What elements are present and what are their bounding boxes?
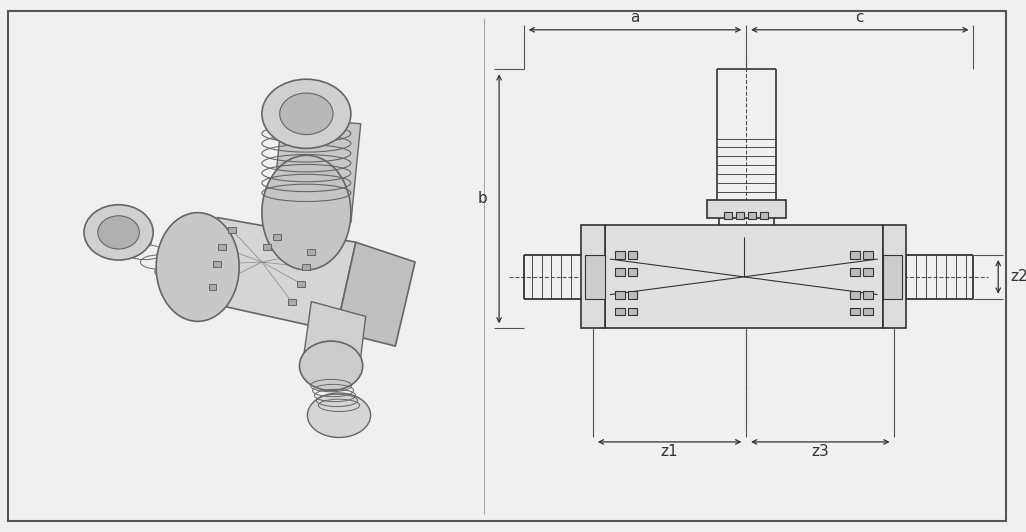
Ellipse shape xyxy=(262,155,351,270)
Polygon shape xyxy=(337,242,416,346)
Polygon shape xyxy=(202,218,356,331)
Bar xyxy=(213,261,222,267)
Bar xyxy=(298,281,306,287)
Bar xyxy=(850,268,860,276)
Bar xyxy=(615,307,625,315)
Bar xyxy=(760,212,767,219)
Bar xyxy=(219,244,227,250)
Bar xyxy=(863,290,873,298)
Bar xyxy=(229,228,236,234)
Ellipse shape xyxy=(97,216,140,249)
Bar xyxy=(273,235,281,240)
Bar xyxy=(615,290,625,298)
Ellipse shape xyxy=(156,213,239,321)
Bar xyxy=(605,226,882,328)
Bar xyxy=(850,251,860,259)
Bar xyxy=(615,251,625,259)
Bar xyxy=(882,255,902,298)
Ellipse shape xyxy=(308,393,370,437)
Ellipse shape xyxy=(280,93,333,135)
Bar xyxy=(303,264,310,270)
Text: c: c xyxy=(856,11,864,26)
Bar xyxy=(707,200,786,218)
Bar xyxy=(863,307,873,315)
Ellipse shape xyxy=(262,79,351,148)
Bar xyxy=(863,268,873,276)
Bar xyxy=(748,212,756,219)
Bar xyxy=(581,226,605,328)
Text: z2: z2 xyxy=(1010,269,1026,285)
Ellipse shape xyxy=(300,341,363,390)
Bar xyxy=(628,251,637,259)
Text: z1: z1 xyxy=(661,444,678,459)
Bar xyxy=(850,307,860,315)
Bar xyxy=(628,307,637,315)
Bar xyxy=(308,249,315,255)
Bar xyxy=(737,212,744,219)
Bar xyxy=(850,290,860,298)
Bar xyxy=(585,255,605,298)
Bar xyxy=(863,251,873,259)
Text: z3: z3 xyxy=(812,444,829,459)
Bar xyxy=(882,226,906,328)
Text: b: b xyxy=(477,192,487,206)
Bar xyxy=(263,244,271,250)
Bar xyxy=(287,298,295,304)
Bar xyxy=(208,284,216,290)
Text: a: a xyxy=(630,11,639,26)
Bar xyxy=(628,290,637,298)
Ellipse shape xyxy=(84,205,153,260)
Polygon shape xyxy=(272,119,361,222)
Polygon shape xyxy=(304,302,365,373)
Bar xyxy=(628,268,637,276)
Bar xyxy=(615,268,625,276)
Bar xyxy=(724,212,733,219)
